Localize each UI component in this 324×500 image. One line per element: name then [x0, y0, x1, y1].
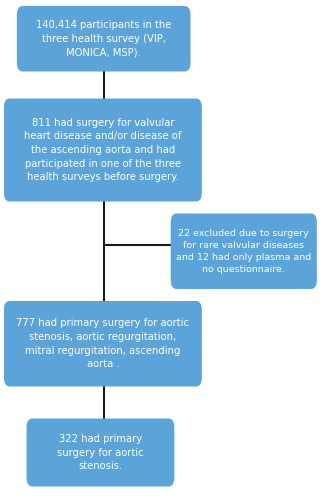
Text: 777 had primary surgery for aortic
stenosis, aortic regurgitation,
mitral regurg: 777 had primary surgery for aortic steno… [17, 318, 189, 369]
Text: 140,414 participants in the
three health survey (VIP,
MONICA, MSP).: 140,414 participants in the three health… [36, 20, 171, 58]
FancyBboxPatch shape [171, 214, 317, 289]
FancyBboxPatch shape [4, 98, 202, 202]
FancyBboxPatch shape [27, 418, 174, 486]
FancyBboxPatch shape [17, 6, 191, 71]
Text: 811 had surgery for valvular
heart disease and/or disease of
the ascending aorta: 811 had surgery for valvular heart disea… [24, 118, 181, 182]
FancyBboxPatch shape [4, 301, 202, 386]
Text: 22 excluded due to surgery
for rare valvular diseases
and 12 had only plasma and: 22 excluded due to surgery for rare valv… [176, 228, 311, 274]
Text: 322 had primary
surgery for aortic
stenosis.: 322 had primary surgery for aortic steno… [57, 434, 144, 471]
